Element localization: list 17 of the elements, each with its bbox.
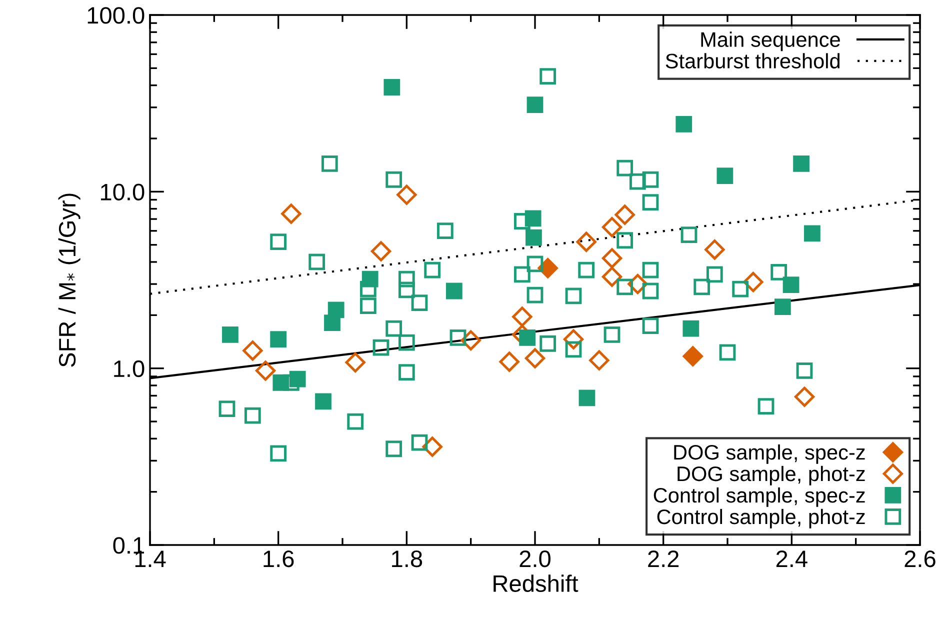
legend-label: Main sequence <box>701 32 840 52</box>
x-tick-label: 2.6 <box>904 550 936 568</box>
y-tick-label: 1.0 <box>114 360 144 378</box>
y-tick-label: 10.0 <box>100 184 144 200</box>
legend-label: Starburst threshold <box>666 53 840 68</box>
x-tick-label: 2.2 <box>648 550 679 567</box>
x-tick-label: 2.4 <box>776 550 808 567</box>
x-tick-label: 1.8 <box>392 550 422 568</box>
y-tick-label: 100.0 <box>88 7 144 24</box>
legend-label: DOG sample, phot-z <box>678 466 865 486</box>
legend-label: Control sample, phot-z <box>657 508 865 528</box>
x-tick-label: 1.6 <box>264 550 294 568</box>
x-axis-title: Redshift <box>494 574 578 592</box>
y-axis-title: SFR / M$_{*}$ (1/Gyr) <box>58 194 80 367</box>
legend-label: DOG sample, spec-z <box>674 444 865 464</box>
legend-label: Control sample, spec-z <box>654 487 865 507</box>
x-tick-label: 2.0 <box>520 550 550 568</box>
